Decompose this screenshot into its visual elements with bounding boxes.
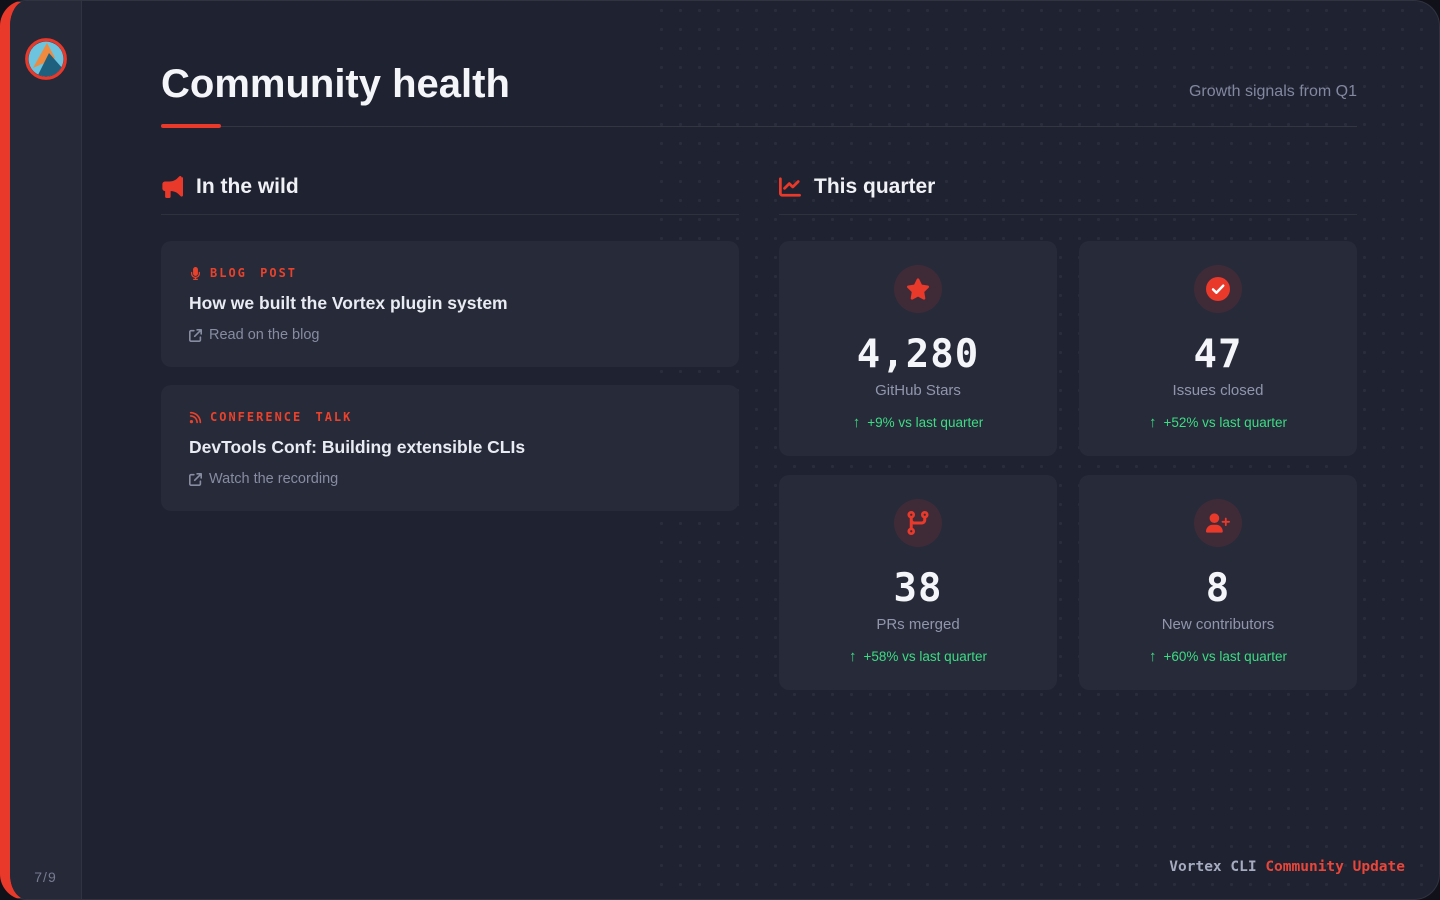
slide-footer: Vortex CLI Community Update: [1169, 859, 1405, 875]
up-arrow-icon: ↑: [849, 647, 857, 665]
read-blog-link[interactable]: Read on the blog: [189, 327, 711, 343]
delta-label: +58% vs last quarter: [863, 648, 987, 664]
page-indicator: 7/9: [34, 869, 57, 885]
stat-delta: ↑ +52% vs last quarter: [1091, 415, 1345, 430]
card-tag: CONFERENCE TALK: [210, 410, 353, 424]
delta-label: +60% vs last quarter: [1163, 648, 1287, 664]
chart-line-icon: [779, 177, 801, 197]
stat-card-new-contributors: 8 New contributors ↑ +60% vs last quarte…: [1079, 474, 1357, 690]
link-label: Read on the blog: [209, 327, 320, 343]
stat-delta: ↑ +58% vs last quarter: [791, 649, 1045, 664]
megaphone-icon: [162, 176, 183, 198]
code-branch-icon: [894, 498, 942, 547]
up-arrow-icon: ↑: [852, 413, 861, 431]
star-icon: [894, 265, 942, 313]
card-title: DevTools Conf: Building extensible CLIs: [189, 437, 526, 457]
user-plus-icon: [1194, 498, 1242, 547]
stat-delta: ↑ +60% vs last quarter: [1091, 649, 1345, 664]
card-tag: BLOG POST: [210, 266, 298, 280]
stat-value: 4,280: [856, 332, 980, 377]
title-underline: [161, 124, 1357, 128]
section-heading: In the wild: [196, 175, 299, 198]
section-heading: This quarter: [814, 175, 936, 198]
stat-delta: ↑ +9% vs last quarter: [791, 415, 1045, 430]
check-circle-icon: [1194, 265, 1242, 313]
card-title: How we built the Vortex plugin system: [189, 293, 508, 313]
main-panel: Community health Growth signals from Q1 …: [82, 1, 1439, 899]
microphone-icon: [191, 266, 200, 280]
section-in-the-wild: In the wild BLOG POST How we built the V…: [161, 175, 739, 690]
up-arrow-icon: ↑: [1149, 647, 1157, 665]
delta-label: +9% vs last quarter: [867, 414, 984, 430]
stat-label: Issues closed: [1172, 381, 1264, 399]
watch-recording-link[interactable]: Watch the recording: [189, 471, 711, 487]
section-this-quarter: This quarter 4,280 GitHub Stars ↑ +9% vs: [779, 175, 1357, 690]
stat-value: 47: [1193, 332, 1243, 377]
rss-icon: [189, 411, 202, 423]
page-subtitle: Growth signals from Q1: [1188, 83, 1357, 100]
page-title: Community health: [161, 62, 510, 106]
stat-value: 38: [893, 565, 943, 611]
stat-label: GitHub Stars: [875, 381, 961, 399]
external-link-icon: [189, 328, 202, 342]
up-arrow-icon: ↑: [1149, 413, 1157, 431]
slide-header: Community health Growth signals from Q1: [161, 61, 1357, 128]
stat-label: PRs merged: [876, 615, 960, 633]
conference-talk-card: CONFERENCE TALK DevTools Conf: Building …: [161, 385, 739, 511]
link-label: Watch the recording: [209, 471, 339, 487]
stat-card-github-stars: 4,280 GitHub Stars ↑ +9% vs last quarter: [779, 241, 1057, 456]
footer-highlight: Community Update: [1265, 859, 1405, 875]
stat-value: 8: [1205, 565, 1231, 611]
external-link-icon: [189, 472, 202, 486]
vortex-logo-icon: [24, 37, 68, 81]
stat-card-issues-closed: 47 Issues closed ↑ +52% vs last quarter: [1079, 241, 1357, 456]
stat-card-prs-merged: 38 PRs merged ↑ +58% vs last quarter: [779, 474, 1057, 690]
delta-label: +52% vs last quarter: [1163, 414, 1287, 430]
stat-label: New contributors: [1161, 615, 1275, 633]
blog-post-card: BLOG POST How we built the Vortex plugin…: [161, 241, 739, 367]
sidebar: 7/9: [10, 1, 82, 899]
footer-brand: Vortex CLI: [1169, 859, 1266, 875]
